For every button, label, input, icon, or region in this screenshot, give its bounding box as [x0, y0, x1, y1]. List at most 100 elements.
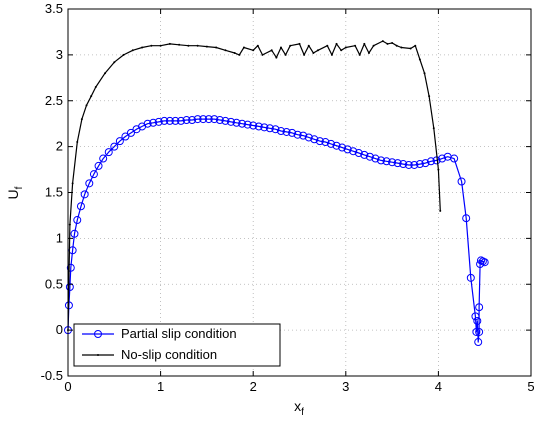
y-tick-label: 1: [56, 230, 63, 245]
data-point-partial-slip: [249, 121, 258, 130]
data-point-no-slip: [168, 42, 171, 45]
data-point-no-slip: [159, 44, 162, 47]
data-point-no-slip: [270, 49, 273, 52]
x-tick-label: 2: [250, 379, 257, 394]
data-point-partial-slip: [76, 202, 85, 211]
data-point-partial-slip: [354, 149, 363, 158]
data-point-partial-slip: [232, 118, 241, 127]
legend: Partial slip condition No-slip condition: [73, 323, 281, 367]
y-tick-label: 3: [56, 47, 63, 62]
data-point-no-slip: [400, 46, 403, 49]
data-point-no-slip: [395, 44, 398, 47]
data-point-no-slip: [326, 44, 329, 47]
axis-ticks: 0 1 2 3 4 5-0.500.511.522.533.5: [41, 1, 534, 394]
data-point-no-slip: [131, 49, 134, 52]
data-point-no-slip: [80, 118, 83, 121]
data-point-partial-slip: [143, 119, 152, 128]
legend-marker-no-slip: [97, 354, 99, 356]
x-tick-label: 5: [527, 379, 534, 394]
data-point-no-slip: [303, 53, 306, 56]
data-point-partial-slip: [326, 139, 335, 148]
data-point-no-slip: [298, 42, 301, 45]
data-point-partial-slip: [388, 158, 397, 167]
y-tick-label: 2.5: [45, 93, 63, 108]
data-point-partial-slip: [426, 157, 435, 166]
data-point-no-slip: [85, 104, 88, 107]
data-point-partial-slip: [260, 123, 269, 132]
series-layer: [64, 40, 489, 347]
data-point-partial-slip: [466, 273, 475, 282]
data-point-partial-slip: [149, 118, 158, 127]
legend-box: [73, 323, 281, 367]
data-point-no-slip: [312, 52, 315, 55]
data-point-partial-slip: [121, 132, 130, 141]
data-point-partial-slip: [276, 127, 285, 136]
data-point-partial-slip: [349, 147, 358, 156]
data-point-no-slip: [150, 44, 153, 47]
data-point-no-slip: [386, 42, 389, 45]
x-tick-label: 0: [64, 379, 71, 394]
y-tick-label: 1.5: [45, 185, 63, 200]
data-point-no-slip: [307, 44, 310, 47]
data-point-partial-slip: [475, 303, 484, 312]
data-point-partial-slip: [415, 160, 424, 169]
data-point-no-slip: [68, 223, 71, 226]
data-point-no-slip: [418, 58, 421, 61]
data-point-partial-slip: [176, 116, 185, 125]
data-point-partial-slip: [154, 117, 163, 126]
data-point-partial-slip: [343, 145, 352, 154]
data-point-partial-slip: [473, 316, 482, 325]
data-point-partial-slip: [474, 338, 483, 347]
y-tick-label: -0.5: [41, 368, 63, 383]
data-point-partial-slip: [382, 157, 391, 166]
data-point-partial-slip: [421, 159, 430, 168]
data-point-partial-slip: [70, 229, 79, 238]
data-point-partial-slip: [438, 154, 447, 163]
data-point-no-slip: [122, 53, 125, 56]
data-point-partial-slip: [193, 115, 202, 124]
y-tick-label: 0: [56, 322, 63, 337]
data-point-partial-slip: [371, 154, 380, 163]
data-point-partial-slip: [73, 216, 82, 225]
data-point-no-slip: [381, 40, 384, 43]
plot-area: [68, 9, 531, 376]
data-point-no-slip: [344, 46, 347, 49]
data-point-partial-slip: [293, 130, 302, 139]
x-tick-label: 4: [435, 379, 442, 394]
data-point-partial-slip: [332, 141, 341, 150]
data-point-no-slip: [238, 53, 241, 56]
data-point-partial-slip: [66, 263, 75, 272]
y-tick-label: 3.5: [45, 1, 63, 16]
data-point-no-slip: [358, 53, 361, 56]
data-point-no-slip: [215, 46, 218, 49]
data-point-no-slip: [252, 49, 255, 52]
data-point-partial-slip: [171, 116, 180, 125]
data-point-partial-slip: [310, 135, 319, 144]
data-point-no-slip: [196, 44, 199, 47]
data-point-partial-slip: [160, 116, 169, 125]
data-point-no-slip: [94, 85, 97, 88]
data-point-partial-slip: [393, 159, 402, 168]
data-point-no-slip: [279, 46, 282, 49]
data-point-partial-slip: [282, 127, 291, 136]
y-axis-label-main: U: [5, 189, 21, 199]
data-point-partial-slip: [399, 160, 408, 169]
data-point-partial-slip: [254, 122, 263, 131]
data-point-partial-slip: [404, 160, 413, 169]
data-point-partial-slip: [450, 154, 459, 163]
data-point-no-slip: [317, 49, 320, 52]
data-point-partial-slip: [271, 125, 280, 134]
data-point-no-slip: [432, 127, 435, 130]
data-point-partial-slip: [188, 116, 197, 125]
data-point-no-slip: [363, 42, 366, 45]
data-point-no-slip: [90, 95, 93, 98]
data-point-no-slip: [205, 45, 208, 48]
data-point-partial-slip: [226, 117, 235, 126]
data-point-partial-slip: [85, 179, 94, 188]
legend-label-partial-slip: Partial slip condition: [121, 326, 237, 341]
data-point-partial-slip: [199, 115, 208, 124]
data-point-no-slip: [104, 72, 107, 75]
data-point-no-slip: [224, 49, 227, 52]
data-point-no-slip: [437, 168, 440, 171]
